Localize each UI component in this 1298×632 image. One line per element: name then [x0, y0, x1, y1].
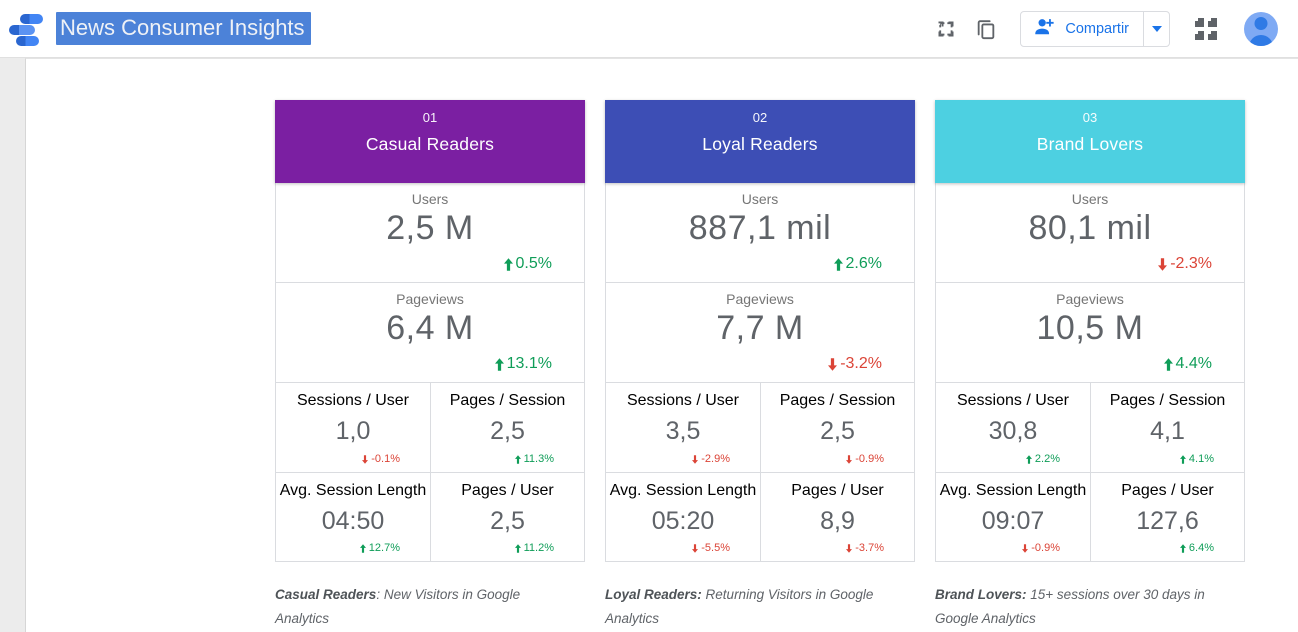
card-header: 01 Casual Readers [275, 100, 585, 183]
segment-card-loyal-readers[interactable]: 02 Loyal Readers Users 887,1 mil 2.6% Pa… [605, 100, 915, 562]
delta-arrow-icon [846, 454, 853, 464]
metric-avg-session-length: Avg. Session Length 04:50 12.7% [276, 472, 430, 561]
metric-delta: 0.5% [503, 255, 552, 273]
card-number: 01 [422, 110, 438, 125]
metric-pages-per-session: Pages / Session 2,5 11.3% [430, 383, 584, 472]
fullscreen-icon [936, 19, 956, 39]
nci-logo-icon [8, 8, 48, 50]
metric-delta: 11.3% [514, 453, 554, 465]
avatar-person-icon [1254, 16, 1268, 30]
metric-sessions-per-user: Sessions / User 3,5 -2.9% [626, 392, 740, 465]
delta-arrow-icon [514, 543, 521, 553]
card-header: 02 Loyal Readers [605, 100, 915, 183]
footnote-loyal-readers: Loyal Readers: Returning Visitors in Goo… [605, 587, 874, 626]
footnote-brand-lovers: Brand Lovers: 15+ sessions over 30 days … [935, 587, 1205, 626]
metric-pageviews: Pageviews 7,7 M -3.2% [606, 283, 914, 383]
metric-users: Users 887,1 mil 2.6% [606, 183, 914, 283]
canvas-left-gutter [0, 58, 25, 632]
share-options-dropdown[interactable] [1143, 11, 1169, 46]
metric-delta: -5.5% [692, 542, 730, 554]
app-toolbar: News Consumer Insights [0, 0, 1298, 58]
delta-arrow-icon [1179, 454, 1186, 464]
share-button-label: Compartir [1065, 20, 1129, 37]
metric-delta: -0.9% [846, 453, 884, 465]
card-body: Users 2,5 M 0.5% Pageviews 6,4 M 13.1% [275, 183, 585, 562]
fullscreen-button[interactable] [926, 9, 966, 49]
footnote-casual-readers: Casual Readers: New Visitors in Google A… [275, 587, 521, 626]
delta-arrow-icon [1022, 543, 1029, 553]
delta-arrow-icon [692, 454, 699, 464]
card-title: Brand Lovers [1036, 134, 1144, 154]
copy-report-button[interactable] [966, 9, 1006, 49]
metric-users: Users 80,1 mil -2.3% [936, 183, 1244, 283]
metric-value: 2,5 M [386, 209, 474, 247]
metric-delta: 11.2% [514, 542, 554, 554]
metric-delta: -2.3% [1158, 255, 1212, 273]
metric-avg-session-length: Avg. Session Length 05:20 -5.5% [606, 472, 760, 561]
apps-menu-button[interactable] [1186, 9, 1226, 49]
metric-pageviews: Pageviews 10,5 M 4.4% [936, 283, 1244, 383]
share-button[interactable]: Compartir [1021, 12, 1143, 46]
delta-arrow-icon [1163, 357, 1173, 371]
metric-delta: 2.2% [1025, 453, 1060, 465]
metric-delta: 6.4% [1179, 542, 1214, 554]
metric-pages-per-user: Pages / User 2,5 11.2% [430, 472, 584, 561]
delta-arrow-icon [362, 454, 369, 464]
metric-delta: -3.7% [846, 542, 884, 554]
user-avatar[interactable] [1244, 11, 1278, 46]
metric-label: Users [411, 191, 449, 207]
delta-arrow-icon [494, 357, 504, 371]
segment-card-brand-lovers[interactable]: 03 Brand Lovers Users 80,1 mil -2.3% Pag… [935, 100, 1245, 562]
metric-delta: 2.6% [833, 255, 882, 273]
card-number: 02 [752, 110, 768, 125]
metric-delta: 4.4% [1163, 355, 1212, 373]
metric-sessions-per-user: Sessions / User 1,0 -0.1% [296, 392, 410, 465]
metric-delta: 12.7% [359, 542, 400, 554]
delta-arrow-icon [359, 543, 366, 553]
card-number: 03 [1082, 110, 1098, 125]
card-body: Users 80,1 mil -2.3% Pageviews 10,5 M 4.… [935, 183, 1245, 562]
card-title: Loyal Readers [702, 134, 818, 154]
metric-delta: -0.9% [1022, 542, 1060, 554]
report-workspace: 01 Casual Readers Users 2,5 M 0.5% Pagev… [0, 58, 1298, 632]
delta-arrow-icon [828, 357, 838, 371]
delta-arrow-icon [1025, 454, 1032, 464]
delta-arrow-icon [1179, 543, 1186, 553]
delta-arrow-icon [503, 257, 513, 271]
card-title: Casual Readers [365, 134, 495, 154]
metric-pages-per-user: Pages / User 127,6 6.4% [1090, 472, 1244, 561]
card-body: Users 887,1 mil 2.6% Pageviews 7,7 M -3.… [605, 183, 915, 562]
metric-sessions-per-user: Sessions / User 30,8 2.2% [956, 392, 1070, 465]
segment-card-casual-readers[interactable]: 01 Casual Readers Users 2,5 M 0.5% Pagev… [275, 100, 585, 562]
delta-arrow-icon [833, 257, 843, 271]
metric-users: Users 2,5 M 0.5% [276, 183, 584, 283]
card-header: 03 Brand Lovers [935, 100, 1245, 183]
metric-pages-per-user: Pages / User 8,9 -3.7% [760, 472, 914, 561]
share-button-group: Compartir [1020, 10, 1170, 47]
caret-down-icon [1151, 25, 1162, 32]
delta-arrow-icon [692, 543, 699, 553]
metric-delta: -3.2% [828, 355, 882, 373]
apps-grid-icon [1195, 17, 1217, 40]
metric-pageviews: Pageviews 6,4 M 13.1% [276, 283, 584, 383]
delta-arrow-icon [846, 543, 853, 553]
metric-avg-session-length: Avg. Session Length 09:07 -0.9% [936, 472, 1090, 561]
metric-delta: 13.1% [494, 355, 552, 373]
metric-delta: -2.9% [692, 453, 730, 465]
delta-arrow-icon [1158, 257, 1168, 271]
delta-arrow-icon [514, 454, 521, 464]
metric-label: Pageviews [396, 291, 464, 307]
metric-pages-per-session: Pages / Session 2,5 -0.9% [760, 383, 914, 472]
metric-pages-per-session: Pages / Session 4,1 4.1% [1090, 383, 1244, 472]
person-add-icon [1033, 16, 1055, 41]
metric-value: 6,4 M [386, 309, 474, 347]
metric-delta: -0.1% [362, 453, 400, 465]
metric-delta: 4.1% [1179, 453, 1214, 465]
report-canvas: 01 Casual Readers Users 2,5 M 0.5% Pagev… [25, 58, 1298, 632]
copy-pages-icon [975, 18, 997, 40]
report-title[interactable]: News Consumer Insights [56, 12, 311, 45]
